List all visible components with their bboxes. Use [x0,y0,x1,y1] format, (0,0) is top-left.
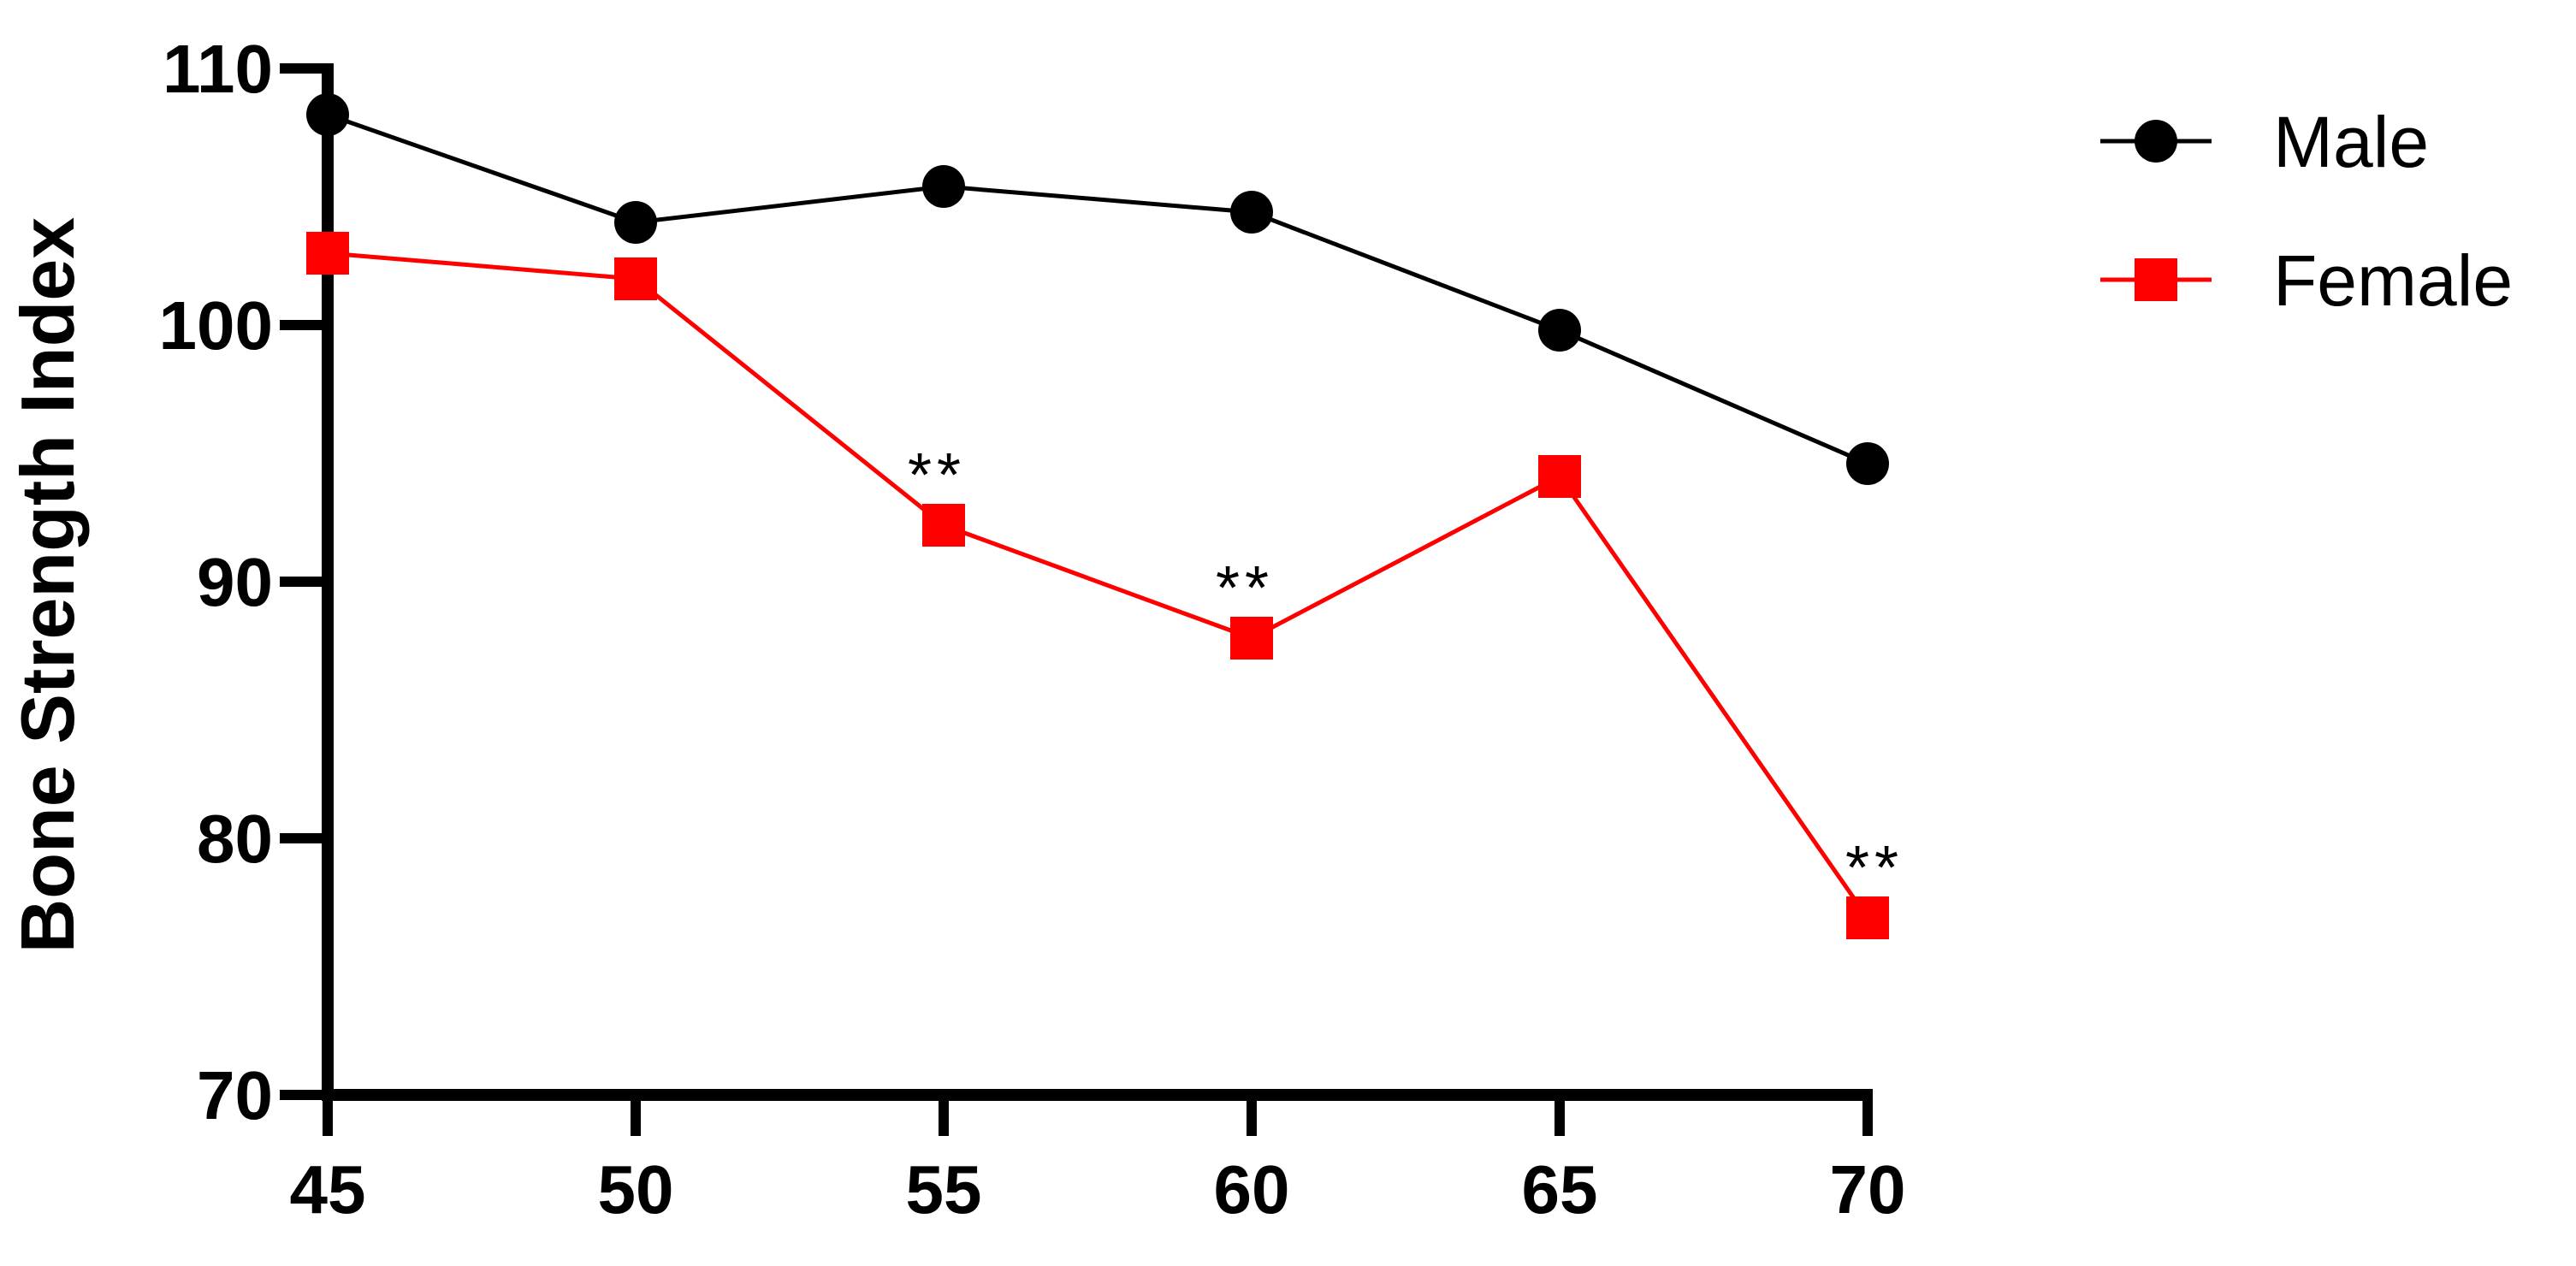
significance-marker: ** [908,441,966,510]
series-male [306,93,1889,485]
data-point-female [1230,617,1273,660]
y-tick-label: 100 [159,287,273,364]
series-line-female [327,251,1870,920]
series-line-male [327,112,1868,466]
y-tick-label: 90 [197,544,273,620]
data-point-male [1538,309,1581,352]
x-tick-label: 65 [1522,1151,1598,1228]
data-point-male [614,201,657,244]
legend-marker [2135,258,2177,301]
x-tick-label: 55 [906,1151,982,1228]
x-axis-ticks: 45 50 55 60 65 70 [290,1095,1906,1228]
y-tick-label: 110 [163,31,273,107]
y-tick-label: 80 [197,801,273,877]
legend-item-female: Female [2100,240,2513,321]
x-tick-label: 70 [1830,1151,1906,1228]
data-point-male [1230,191,1273,234]
x-tick-label: 60 [1214,1151,1290,1228]
legend-label: Male [2273,102,2429,182]
y-tick-label: 70 [197,1057,273,1133]
data-point-female [922,504,965,547]
legend: Male Female [2100,102,2513,321]
x-tick-label: 45 [290,1151,366,1228]
legend-label: Female [2273,240,2513,321]
legend-item-male: Male [2100,102,2429,182]
data-point-male [922,165,965,208]
series-layer [306,93,1889,939]
significance-marker: ** [1216,554,1274,623]
data-point-male [1846,442,1889,485]
significance-marker: ** [1845,834,1904,902]
y-axis-ticks: 70 80 90 100 110 [159,31,328,1133]
data-point-female [1846,896,1889,939]
legend-marker [2135,120,2177,163]
data-point-male [306,93,349,136]
data-point-female [306,232,349,275]
data-point-female [1538,455,1581,498]
x-tick-label: 50 [598,1151,674,1228]
series-female [306,232,1889,939]
y-axis-title: Bone Strength Index [5,217,90,954]
data-point-female [614,257,657,300]
annotations: ** ** ** [908,441,1904,902]
